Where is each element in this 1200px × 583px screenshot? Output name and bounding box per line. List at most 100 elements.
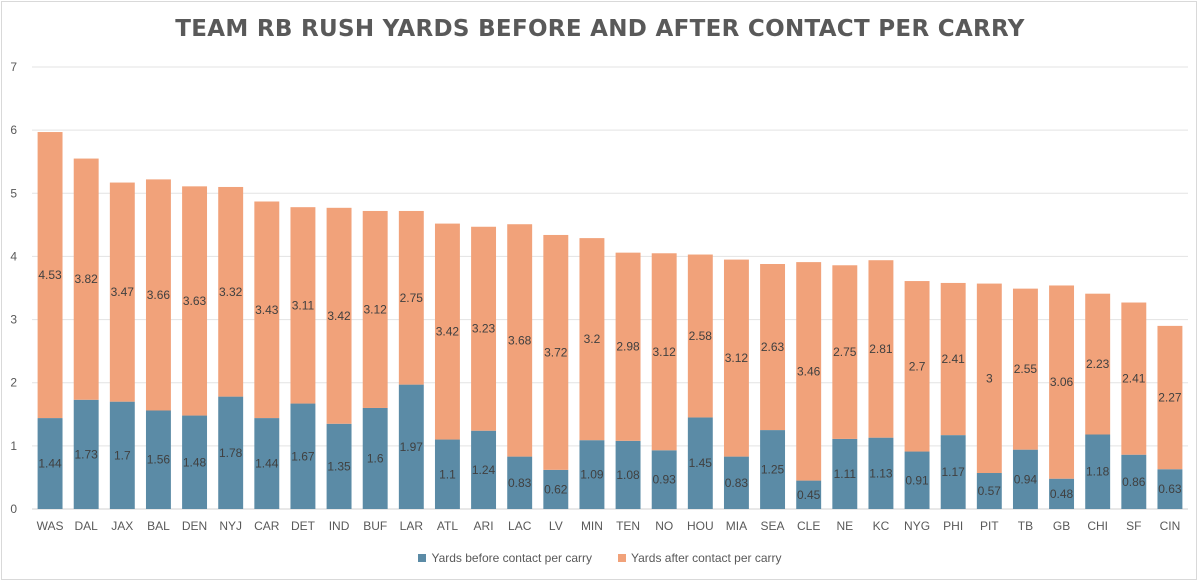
- data-label-after-contact-bal: 3.66: [147, 288, 171, 302]
- data-label-before-contact-dal: 1.73: [75, 447, 99, 461]
- x-tick-label-mia: MIA: [726, 519, 747, 533]
- bar-before-contact-ten: [615, 440, 641, 509]
- bar-after-contact-jax: [109, 182, 135, 402]
- x-tick-label-dal: DAL: [75, 519, 99, 533]
- x-tick-label-min: MIN: [581, 519, 603, 533]
- data-label-after-contact-cin: 2.27: [1158, 391, 1182, 405]
- data-label-after-contact-gb: 3.06: [1050, 375, 1074, 389]
- bar-after-contact-car: [254, 201, 280, 419]
- bar-after-contact-sea: [760, 264, 786, 431]
- data-label-before-contact-car: 1.44: [255, 457, 279, 471]
- data-label-after-contact-tb: 2.55: [1014, 362, 1038, 376]
- x-tick-label-phi: PHI: [943, 519, 963, 533]
- bar-after-contact-atl: [434, 223, 460, 440]
- x-tick-label-kc: KC: [873, 519, 890, 533]
- bar-before-contact-tb: [1012, 449, 1038, 509]
- x-tick-label-pit: PIT: [980, 519, 999, 533]
- x-tick-label-bal: BAL: [147, 519, 170, 533]
- data-label-after-contact-ind: 3.42: [327, 309, 351, 323]
- data-label-after-contact-ne: 2.75: [833, 345, 857, 359]
- bar-after-contact-kc: [868, 260, 894, 438]
- bar-after-contact-sf: [1121, 302, 1147, 455]
- x-tick-label-hou: HOU: [687, 519, 714, 533]
- data-label-before-contact-gb: 0.48: [1050, 487, 1074, 501]
- data-label-after-contact-den: 3.63: [183, 294, 207, 308]
- x-tick-label-gb: GB: [1053, 519, 1070, 533]
- bar-before-contact-jax: [109, 401, 135, 509]
- bar-after-contact-lar: [398, 210, 424, 385]
- legend-item-before-contact: Yards before contact per carry: [418, 551, 592, 565]
- chart-title: TEAM RB RUSH YARDS BEFORE AND AFTER CONT…: [175, 16, 1025, 42]
- data-label-before-contact-lv: 0.62: [544, 482, 568, 496]
- x-tick-label-buf: BUF: [363, 519, 387, 533]
- bar-after-contact-no: [651, 253, 677, 451]
- data-label-before-contact-min: 1.09: [580, 468, 604, 482]
- bar-before-contact-nyg: [904, 451, 930, 509]
- x-tick-label-den: DEN: [182, 519, 207, 533]
- bar-before-contact-den: [182, 415, 208, 509]
- bar-after-contact-nyg: [904, 281, 930, 452]
- bar-before-contact-cin: [1157, 469, 1183, 509]
- y-tick-label-7: 7: [10, 60, 17, 74]
- bar-before-contact-mia: [723, 456, 749, 509]
- bar-after-contact-ind: [326, 207, 352, 424]
- bar-after-contact-lac: [507, 224, 533, 457]
- bar-before-contact-bal: [145, 410, 171, 509]
- x-tick-label-ten: TEN: [616, 519, 640, 533]
- bar-before-contact-ari: [471, 430, 497, 509]
- y-tick-label-2: 2: [10, 376, 17, 390]
- data-label-after-contact-nyj: 3.32: [219, 285, 243, 299]
- data-label-after-contact-phi: 2.41: [942, 352, 966, 366]
- data-label-after-contact-lac: 3.68: [508, 333, 532, 347]
- data-label-after-contact-ari: 3.23: [472, 322, 496, 336]
- bar-after-contact-buf: [362, 210, 388, 408]
- data-label-before-contact-ne: 1.11: [834, 467, 857, 481]
- x-tick-label-nyj: NYJ: [219, 519, 242, 533]
- data-label-after-contact-was: 4.53: [38, 268, 62, 282]
- bar-before-contact-cle: [796, 480, 822, 509]
- bar-before-contact-nyj: [218, 396, 244, 509]
- bar-before-contact-no: [651, 450, 677, 509]
- bar-before-contact-ind: [326, 423, 352, 509]
- data-label-after-contact-lar: 2.75: [400, 291, 424, 305]
- legend-label-after-contact: Yards after contact per carry: [631, 551, 782, 565]
- data-label-after-contact-buf: 3.12: [364, 302, 388, 316]
- data-label-after-contact-sf: 2.41: [1122, 372, 1146, 386]
- x-tick-label-lac: LAC: [508, 519, 532, 533]
- data-label-after-contact-no: 3.12: [653, 345, 677, 359]
- data-label-before-contact-cin: 0.63: [1158, 482, 1182, 496]
- bar-before-contact-dal: [73, 399, 99, 509]
- data-label-after-contact-pit: 3: [986, 371, 993, 385]
- data-label-after-contact-dal: 3.82: [75, 272, 99, 286]
- data-label-before-contact-jax: 1.7: [114, 448, 131, 462]
- bar-before-contact-was: [37, 418, 63, 509]
- data-label-before-contact-den: 1.48: [183, 455, 207, 469]
- data-label-before-contact-sea: 1.25: [761, 463, 785, 477]
- bar-after-contact-lv: [543, 234, 569, 470]
- data-label-after-contact-lv: 3.72: [544, 345, 568, 359]
- bar-after-contact-min: [579, 238, 605, 441]
- data-label-before-contact-lac: 0.83: [508, 476, 532, 490]
- bar-after-contact-nyj: [218, 186, 244, 397]
- bar-before-contact-hou: [687, 417, 713, 509]
- bar-after-contact-gb: [1049, 285, 1075, 479]
- bar-before-contact-sea: [760, 430, 786, 509]
- bar-after-contact-cle: [796, 262, 822, 481]
- bar-before-contact-chi: [1085, 434, 1111, 509]
- y-tick-label-4: 4: [10, 249, 17, 263]
- data-label-after-contact-kc: 2.81: [869, 342, 893, 356]
- data-label-after-contact-atl: 3.42: [436, 325, 460, 339]
- data-label-before-contact-pit: 0.57: [978, 484, 1002, 498]
- data-label-before-contact-buf: 1.6: [367, 451, 384, 465]
- data-label-after-contact-car: 3.43: [255, 303, 279, 317]
- bar-before-contact-det: [290, 403, 316, 509]
- x-tick-label-ne: NE: [836, 519, 853, 533]
- data-label-before-contact-mia: 0.83: [725, 476, 749, 490]
- bar-after-contact-bal: [145, 179, 171, 411]
- x-tick-label-sf: SF: [1126, 519, 1141, 533]
- x-tick-label-jax: JAX: [111, 519, 133, 533]
- bar-after-contact-dal: [73, 158, 99, 400]
- bar-before-contact-phi: [940, 435, 966, 509]
- bar-after-contact-phi: [940, 282, 966, 436]
